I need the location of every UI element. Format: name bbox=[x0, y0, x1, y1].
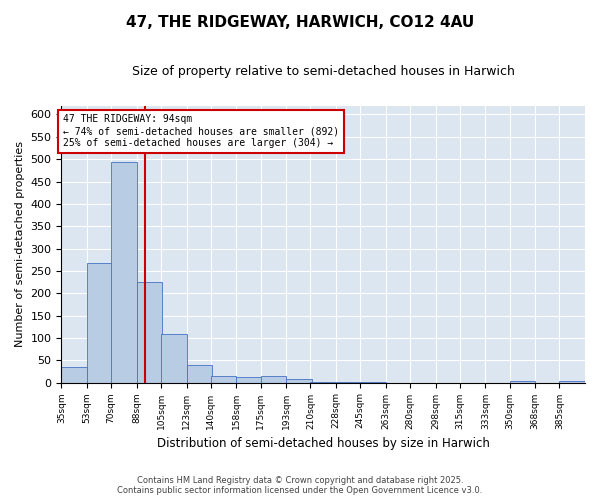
Text: 47, THE RIDGEWAY, HARWICH, CO12 4AU: 47, THE RIDGEWAY, HARWICH, CO12 4AU bbox=[126, 15, 474, 30]
Bar bbox=[87, 263, 113, 382]
Text: Contains HM Land Registry data © Crown copyright and database right 2025.
Contai: Contains HM Land Registry data © Crown c… bbox=[118, 476, 482, 495]
Bar bbox=[559, 381, 585, 382]
Bar bbox=[61, 368, 87, 382]
Bar bbox=[111, 162, 137, 382]
X-axis label: Distribution of semi-detached houses by size in Harwich: Distribution of semi-detached houses by … bbox=[157, 437, 490, 450]
Bar bbox=[137, 282, 163, 382]
Title: Size of property relative to semi-detached houses in Harwich: Size of property relative to semi-detach… bbox=[132, 65, 515, 78]
Bar bbox=[260, 376, 286, 382]
Bar bbox=[187, 364, 212, 382]
Text: 47 THE RIDGEWAY: 94sqm
← 74% of semi-detached houses are smaller (892)
25% of se: 47 THE RIDGEWAY: 94sqm ← 74% of semi-det… bbox=[63, 114, 339, 148]
Bar bbox=[161, 334, 187, 382]
Bar bbox=[236, 377, 262, 382]
Bar bbox=[211, 376, 236, 382]
Y-axis label: Number of semi-detached properties: Number of semi-detached properties bbox=[15, 141, 25, 347]
Bar bbox=[509, 381, 535, 382]
Bar bbox=[286, 380, 312, 382]
